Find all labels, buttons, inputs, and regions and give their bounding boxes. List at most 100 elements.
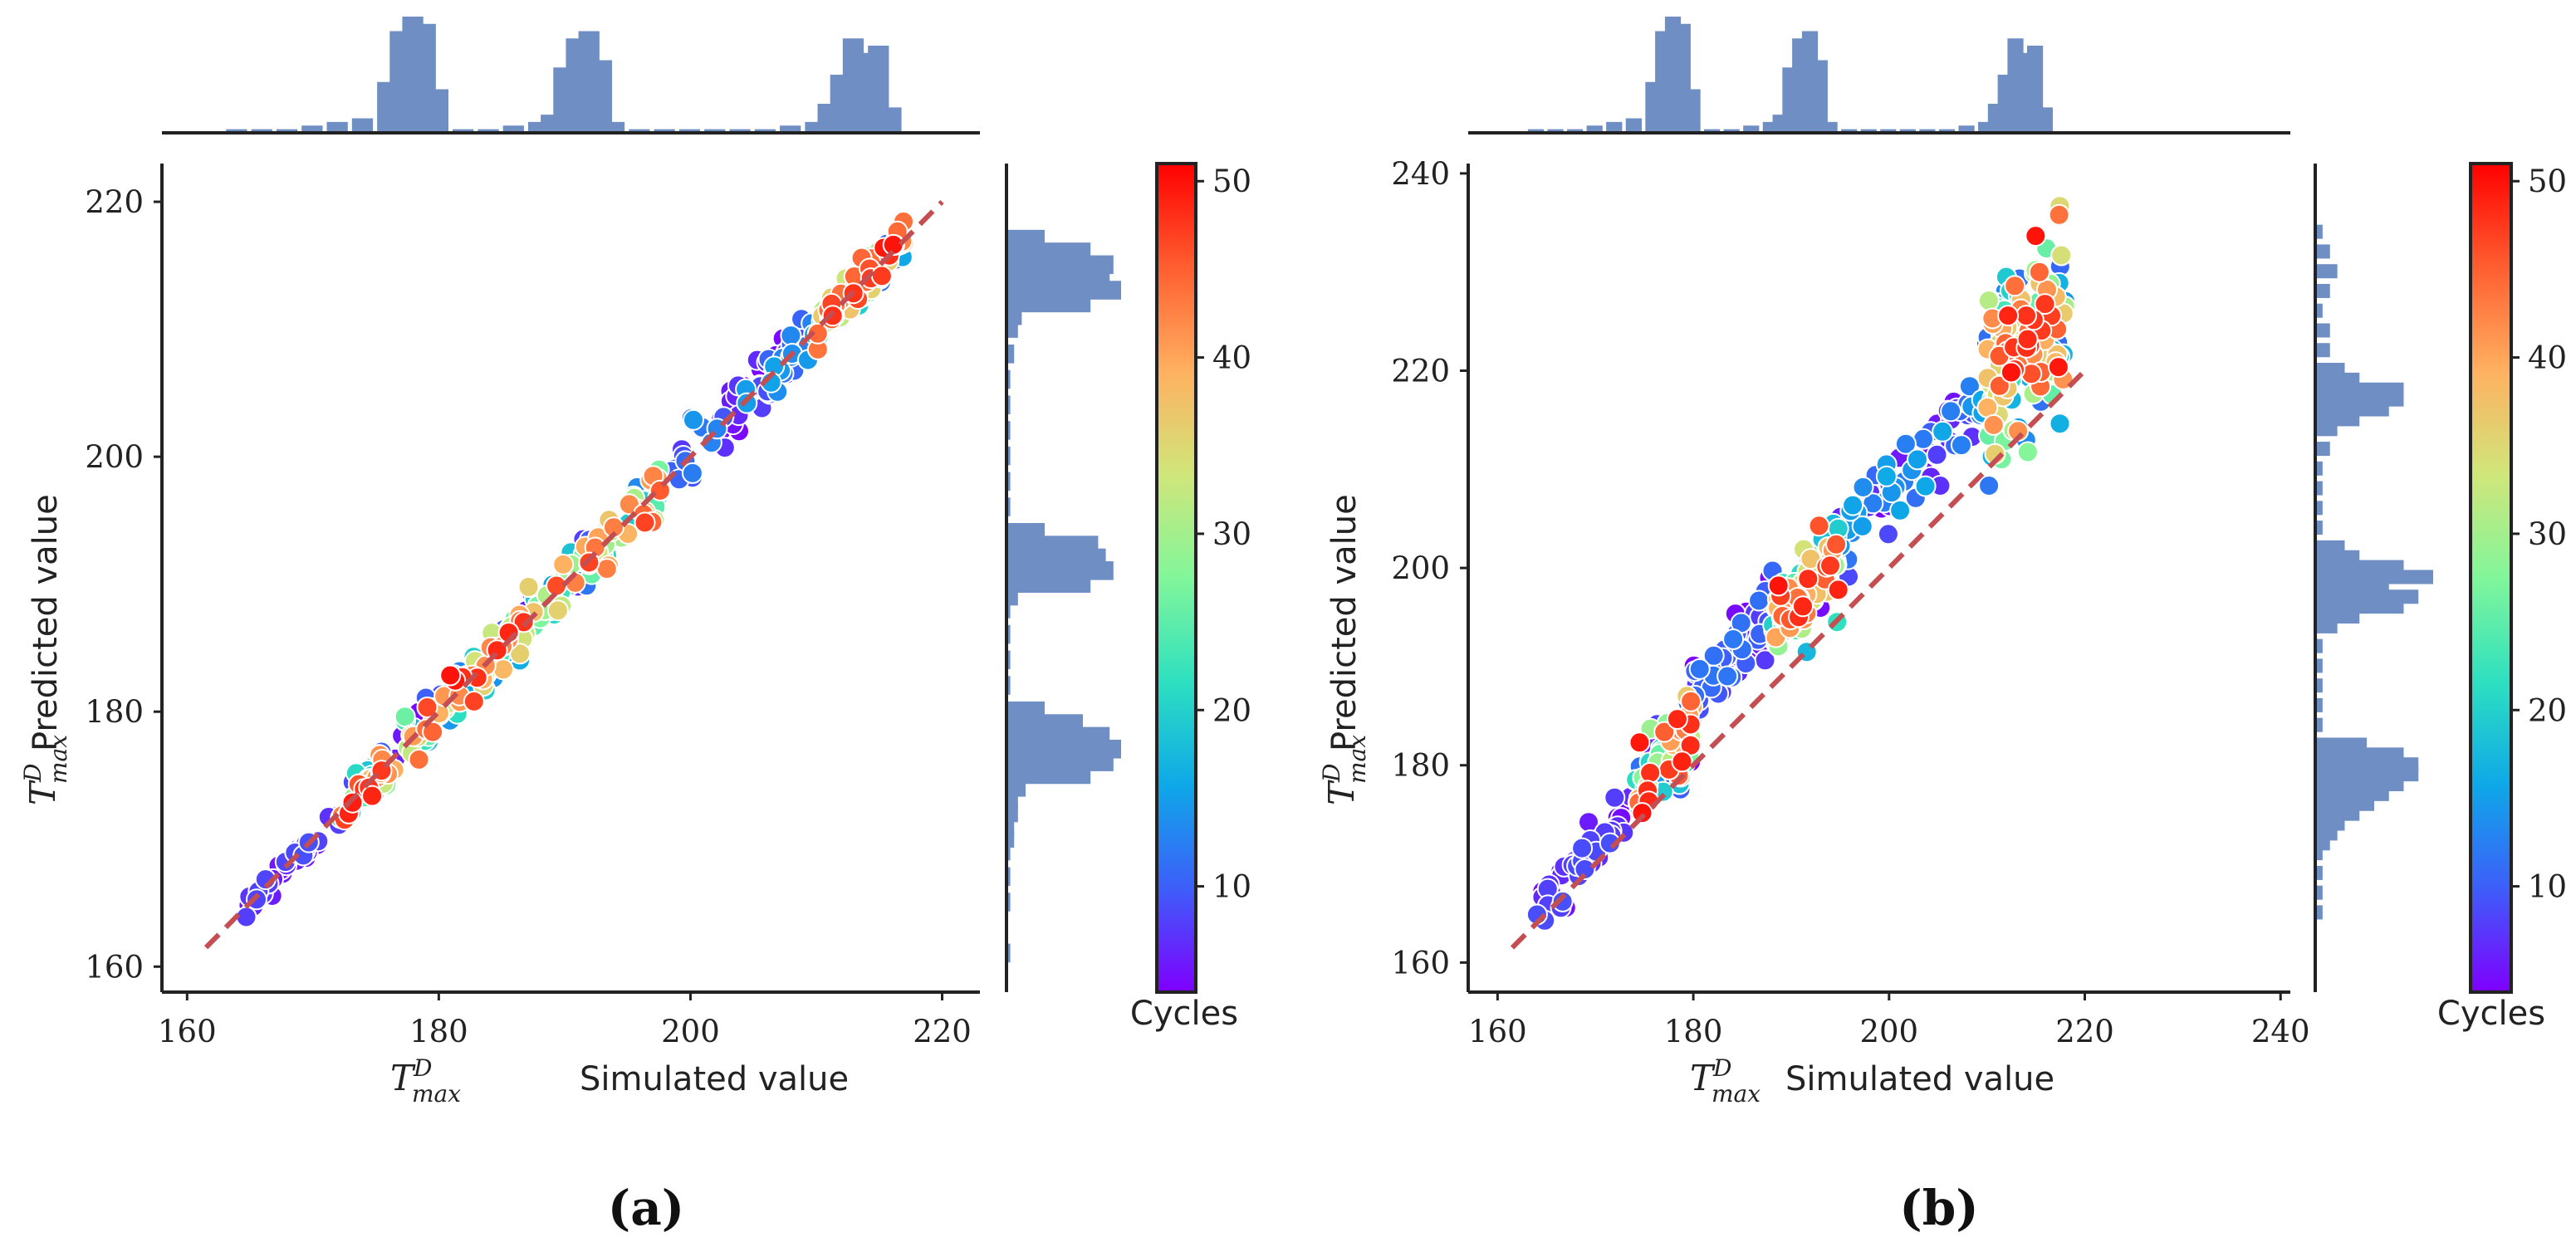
histogram-bar	[502, 125, 524, 133]
histogram-bar	[1006, 522, 1045, 542]
x-axis-label-text: Simulated value	[580, 1060, 849, 1098]
scatter-point	[2016, 441, 2039, 463]
scatter-point	[1914, 475, 1937, 497]
scatter-point	[1808, 515, 1830, 537]
histogram-bar	[2036, 107, 2053, 133]
histogram-bar	[2315, 717, 2323, 732]
scatter-point	[408, 748, 430, 770]
scatter-point	[1653, 721, 1676, 743]
x-tick-label: 200	[661, 1014, 720, 1049]
histogram-bar	[1006, 421, 1011, 440]
histogram-bar	[1006, 841, 1011, 861]
histogram-bar	[2315, 224, 2323, 239]
y-tick-label: 180	[1391, 748, 1450, 784]
scatter-point	[463, 690, 485, 712]
scatter-point	[1894, 433, 1917, 455]
colorbar-tick-label: 10	[1212, 869, 1251, 905]
scatter-point	[1825, 533, 1848, 555]
y-axis-math-symbol: T	[22, 780, 63, 805]
scatter-point	[361, 785, 384, 807]
histogram-bar	[2315, 540, 2345, 555]
y-axis-label: Predicted value T D max	[19, 494, 72, 805]
histogram-bar	[2315, 442, 2330, 457]
scatter-point	[1688, 658, 1711, 680]
scatter-point	[1851, 515, 1873, 537]
histogram-bar	[629, 129, 650, 133]
x-axis-math-symbol: T	[390, 1058, 416, 1098]
histogram-bar	[1006, 676, 1011, 695]
histogram-bar	[654, 129, 675, 133]
histogram-bar	[2315, 343, 2330, 358]
scatter-points	[203, 199, 944, 950]
scatter-point	[1932, 420, 1954, 443]
histogram-bar	[2315, 303, 2323, 318]
histogram-bar	[1743, 125, 1760, 133]
histogram-bar	[1006, 943, 1011, 963]
histogram-bar	[477, 129, 499, 133]
histogram-bar	[1006, 229, 1045, 249]
scatter-point	[1997, 305, 2020, 327]
x-axis-math-superscript: D	[1712, 1054, 1731, 1082]
x-axis-label-math: T D max	[1690, 1054, 1761, 1108]
top-histogram	[162, 17, 980, 134]
scatter-point	[683, 408, 704, 431]
histogram-bar	[2315, 521, 2323, 535]
histogram-bar	[2315, 846, 2323, 861]
histogram-bar	[704, 129, 726, 133]
scatter-point	[1842, 494, 1864, 516]
y-tick-label: 200	[1391, 550, 1450, 586]
scatter-point	[1680, 690, 1702, 712]
scatter-point	[681, 462, 703, 484]
panel-a: 160 180 200 220 160 180 200 220 10 20 30 40 50 Simu…	[19, 17, 1251, 1236]
top-histogram	[1468, 17, 2290, 134]
x-tick-label: 180	[409, 1014, 468, 1049]
scatter-point	[1671, 751, 1693, 773]
scatter-point	[394, 706, 416, 728]
x-tick-label: 180	[1664, 1014, 1723, 1049]
histogram-bar	[427, 89, 449, 133]
histogram-bar	[1006, 829, 1015, 848]
histogram-bar	[1006, 892, 1011, 912]
colorbar: 10 20 30 40 50	[1155, 162, 1251, 994]
scatter-point	[1978, 475, 2001, 496]
histogram-bar	[1684, 89, 1701, 133]
histogram-bar	[2315, 678, 2323, 693]
colorbar-tick-label: 50	[2528, 164, 2567, 199]
histogram-bar	[1006, 599, 1011, 619]
histogram-bar	[351, 118, 374, 133]
histogram-bar	[1841, 129, 1858, 133]
scatter-point	[2000, 361, 2022, 384]
histogram-bar	[2315, 501, 2323, 516]
histogram-bar	[1006, 867, 1011, 887]
x-tick-label: 160	[1468, 1014, 1527, 1049]
colorbar-tick-label: 20	[2528, 692, 2567, 728]
x-tick-label: 200	[1859, 1014, 1918, 1049]
scatter-point	[1852, 476, 1874, 498]
y-tick-label: 200	[85, 439, 144, 475]
y-tick-label: 160	[1391, 945, 1450, 980]
histogram-bar	[301, 125, 323, 133]
colorbar-tick-label: 40	[1212, 340, 1251, 376]
scatter-point	[1988, 374, 2010, 397]
x-tick-label: 220	[913, 1014, 972, 1049]
histogram-bar	[1006, 369, 1011, 389]
colorbar-tick-label: 30	[2528, 516, 2567, 552]
panel-b: 160 180 200 220 240 160 180 200 220 240 10 20 30 40 5…	[1318, 17, 2567, 1236]
histogram-bar	[2315, 481, 2323, 496]
scatter-point	[1767, 575, 1790, 597]
scatter-point	[492, 658, 514, 681]
scatter-point	[2004, 275, 2026, 297]
histogram-bar	[603, 121, 625, 133]
scatter-point	[1574, 858, 1596, 880]
scatter-axes: 160 180 200 220 160 180 200 220	[85, 164, 980, 1049]
histogram-bar	[1919, 129, 1936, 133]
scatter-point	[2028, 261, 2050, 283]
histogram-bar	[1723, 129, 1740, 133]
panel-label-a: (a)	[608, 1180, 684, 1236]
histogram-bar	[1880, 129, 1897, 133]
scatter-point	[1950, 434, 1972, 457]
histogram-bar	[1006, 701, 1045, 721]
histogram-bar	[251, 129, 272, 133]
histogram-bar	[2315, 362, 2345, 378]
scatter-point	[1717, 665, 1739, 687]
